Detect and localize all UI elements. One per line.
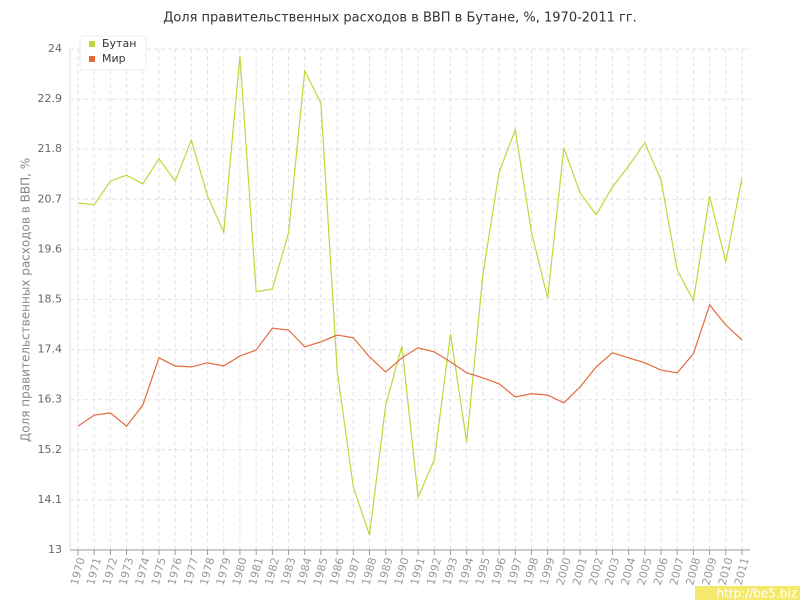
y-tick-label: 19.6	[38, 242, 63, 255]
legend-label: Бутан	[102, 37, 136, 50]
y-tick-label: 21.8	[38, 142, 63, 155]
y-tick-label: 24	[48, 42, 62, 55]
legend-swatch	[89, 41, 95, 47]
legend-swatch	[89, 56, 95, 62]
y-tick-label: 18.5	[38, 293, 63, 306]
legend-box	[79, 35, 147, 71]
y-tick-label: 15.2	[38, 443, 63, 456]
legend: Бутан Мир	[79, 35, 147, 71]
watermark: http://be5.biz	[717, 587, 797, 600]
series-line	[77, 303, 743, 427]
y-axis-label: Доля правительственных расходов в ВВП, %	[19, 158, 33, 442]
y-tick-label: 17.4	[38, 343, 63, 356]
y-tick-label: 16.3	[38, 393, 63, 406]
watermark-bg	[695, 586, 800, 600]
y-tick-label: 14.1	[38, 493, 63, 506]
y-tick-label: 13	[48, 543, 62, 556]
legend-label: Мир	[102, 52, 126, 65]
y-tick-label: 20.7	[38, 192, 63, 205]
chart-title: Доля правительственных расходов в ВВП в …	[163, 11, 637, 26]
y-tick-label: 22.9	[38, 92, 63, 105]
series-line	[77, 55, 743, 536]
